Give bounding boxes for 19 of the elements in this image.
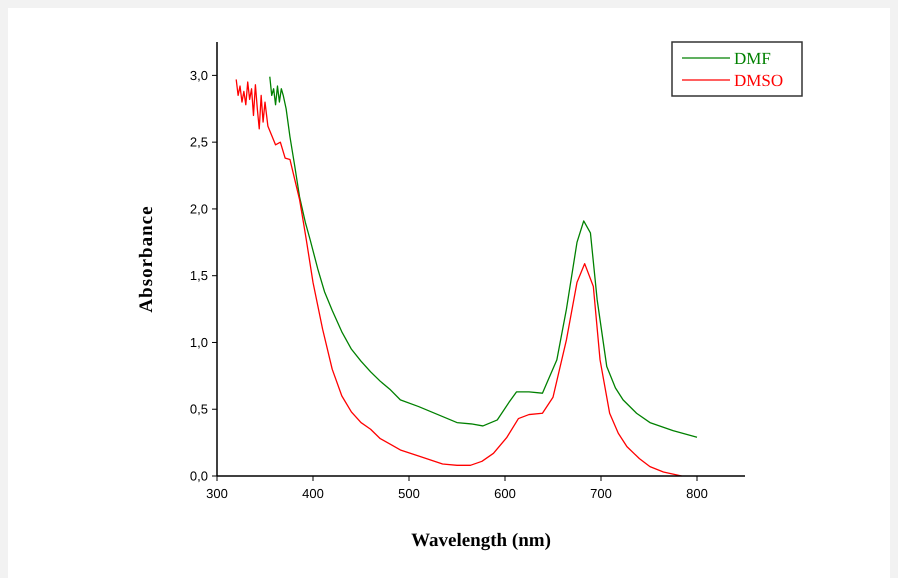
y-tick-label: 2,0 <box>190 201 208 216</box>
y-tick-label: 1,5 <box>190 268 208 284</box>
y-tick-label: 0,0 <box>190 468 208 484</box>
x-axis-title: Wavelength (nm) <box>411 530 551 551</box>
x-tick-label: 700 <box>590 486 612 501</box>
x-tick-label: 300 <box>206 486 228 501</box>
legend-label: DMF <box>734 49 771 68</box>
line-series <box>236 78 682 477</box>
y-tick-label: 2,5 <box>190 134 208 150</box>
y-tick-label: 0,5 <box>190 402 208 417</box>
line-series <box>269 76 698 438</box>
x-tick-label: 600 <box>494 486 516 501</box>
y-tick-label: 1,0 <box>190 334 208 350</box>
y-axis-title: Absorbance <box>136 205 157 313</box>
x-tick-label: 500 <box>398 486 420 501</box>
x-tick-label: 400 <box>302 486 324 501</box>
legend-label: DMSO <box>734 71 784 90</box>
y-tick-label: 3,0 <box>190 68 208 83</box>
x-tick-label: 800 <box>686 486 708 501</box>
